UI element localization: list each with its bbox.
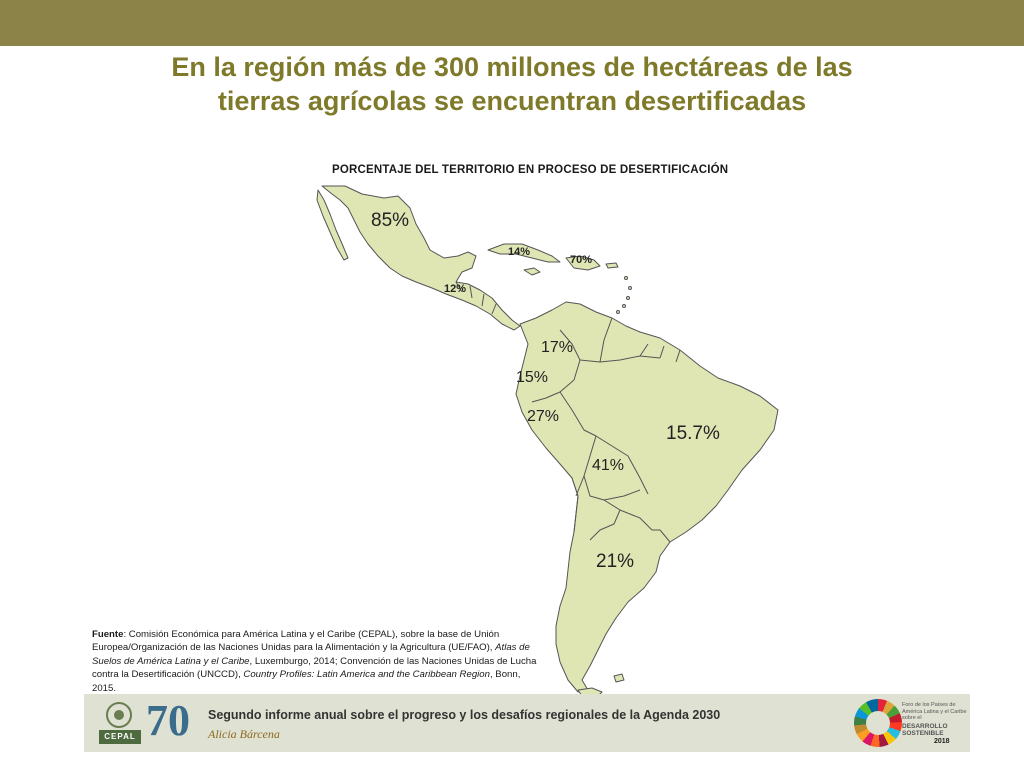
source-label: Fuente bbox=[92, 629, 124, 640]
source-italic-1: Atlas de Suelos de América Latina y el C… bbox=[92, 642, 530, 667]
footer-banner: CEPAL 70 Segundo informe anual sobre el … bbox=[84, 694, 970, 752]
forum-desarrollo: DESARROLLO SOSTENIBLE bbox=[902, 723, 948, 737]
label-central-america: 12% bbox=[444, 283, 467, 295]
label-bolivia: 41% bbox=[592, 457, 625, 474]
map-title: PORCENTAJE DEL TERRITORIO EN PROCESO DE … bbox=[332, 164, 729, 176]
source-italic-2: Country Profiles: Latin America and the … bbox=[243, 669, 490, 681]
report-author: Alicia Bárcena bbox=[208, 727, 280, 741]
hispaniola-shape bbox=[565, 255, 601, 271]
forum-text: Foro de los Países de América Latina y e… bbox=[902, 702, 967, 721]
seventy-anniversary-logo: 70 bbox=[146, 696, 190, 745]
slide-title-line-1: En la región más de 300 millones de hect… bbox=[171, 52, 853, 82]
cuba-shape bbox=[487, 243, 561, 263]
label-mexico: 85% bbox=[371, 210, 410, 231]
label-brazil: 15.7% bbox=[666, 423, 720, 444]
cepal-logo: CEPAL bbox=[99, 730, 141, 744]
source-text-3: , Bonn, 2015. bbox=[92, 669, 521, 694]
un-emblem-icon bbox=[106, 702, 132, 728]
source-text-1: : Comisión Económica para América Latina… bbox=[92, 629, 500, 654]
source-note: Fuente: Comisión Económica para América … bbox=[92, 628, 542, 695]
sdg-wheel-icon bbox=[854, 699, 902, 747]
baja-california-shape bbox=[316, 189, 349, 261]
label-peru: 27% bbox=[527, 408, 560, 425]
south-america-shape bbox=[515, 301, 779, 693]
falklands-shape bbox=[613, 673, 625, 683]
mexico-central-america-shape bbox=[321, 185, 521, 331]
top-banner bbox=[0, 0, 1024, 46]
source-text-2: , Luxemburgo, 2014; Convención de las Na… bbox=[92, 655, 537, 681]
puerto-rico-shape bbox=[605, 262, 619, 269]
slide-title: En la región más de 300 millones de hect… bbox=[0, 50, 1024, 118]
forum-year: 2018 bbox=[934, 738, 950, 745]
label-cuba: 14% bbox=[508, 246, 531, 258]
label-ecuador: 15% bbox=[516, 369, 549, 386]
label-colombia: 17% bbox=[541, 339, 574, 356]
report-title: Segundo informe anual sobre el progreso … bbox=[208, 708, 721, 722]
label-hispaniola: 70% bbox=[570, 254, 593, 266]
label-argentina: 21% bbox=[596, 551, 635, 572]
jamaica-shape bbox=[523, 267, 541, 276]
slide-title-line-2: tierras agrícolas se encuentran desertif… bbox=[217, 86, 807, 116]
